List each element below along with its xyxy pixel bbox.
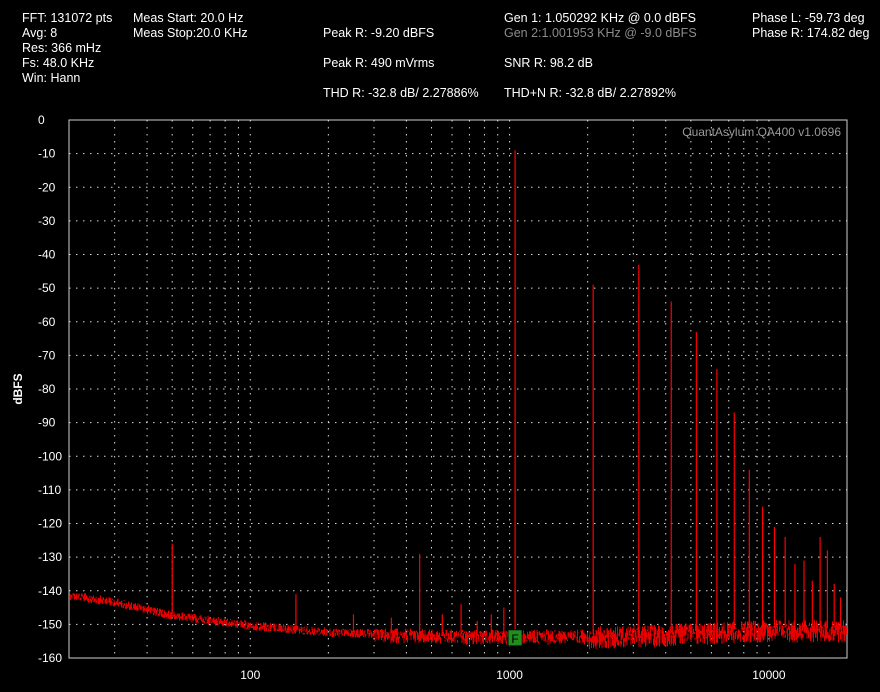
averages-readout: Avg: 8 bbox=[22, 26, 58, 40]
window-readout: Win: Hann bbox=[22, 71, 81, 85]
sample-rate-readout: Fs: 48.0 KHz bbox=[22, 56, 95, 70]
x-tick-label: 1000 bbox=[496, 668, 523, 682]
y-axis-label: dBFS bbox=[11, 373, 25, 404]
gen1-readout: Gen 1: 1.050292 KHz @ 0.0 dBFS bbox=[504, 11, 696, 25]
spectrum-trace bbox=[69, 150, 847, 650]
x-tick-label: 100 bbox=[240, 668, 260, 682]
y-tick-label: -90 bbox=[38, 416, 56, 430]
brand-watermark: QuantAsylum QA400 v1.0696 bbox=[682, 125, 841, 139]
marker-layer[interactable]: F bbox=[507, 629, 523, 647]
y-tick-label: -140 bbox=[38, 584, 62, 598]
peak-dbfs-readout: Peak R: -9.20 dBFS bbox=[323, 26, 435, 40]
peak-mvrms-readout: Peak R: 490 mVrms bbox=[323, 56, 435, 70]
y-tick-label: -10 bbox=[38, 147, 56, 161]
fundamental-marker-label: F bbox=[511, 632, 518, 646]
y-tick-label: -110 bbox=[38, 483, 61, 497]
meas-stop-readout: Meas Stop:20.0 KHz bbox=[133, 26, 248, 40]
fundamental-marker[interactable] bbox=[507, 629, 523, 647]
y-tick-label: -100 bbox=[38, 449, 62, 463]
y-tick-label: -20 bbox=[38, 180, 56, 194]
thdn-readout: THD+N R: -32.8 dB/ 2.27892% bbox=[504, 86, 676, 100]
x-tick-labels: 100 1000 10000 bbox=[240, 668, 786, 682]
y-tick-label: -80 bbox=[38, 382, 56, 396]
y-tick-label: 0 bbox=[38, 113, 45, 127]
y-tick-label: -160 bbox=[38, 651, 62, 665]
thd-readout: THD R: -32.8 dB/ 2.27886% bbox=[323, 86, 479, 100]
phase-r-readout: Phase R: 174.82 deg bbox=[752, 26, 870, 40]
gen2-readout: Gen 2:1.001953 KHz @ -9.0 dBFS bbox=[504, 26, 697, 40]
y-tick-label: -120 bbox=[38, 517, 62, 531]
y-tick-label: -50 bbox=[38, 281, 56, 295]
y-tick-label: -130 bbox=[38, 550, 62, 564]
y-tick-label: -40 bbox=[38, 248, 56, 262]
grid-lines bbox=[68, 119, 848, 659]
phase-l-readout: Phase L: -59.73 deg bbox=[752, 11, 865, 25]
y-tick-labels: 0 -10 -20 -30 -40 -50 -60 -70 -80 -90 -100 -110 -120… bbox=[38, 113, 62, 665]
y-tick-label: -150 bbox=[38, 617, 62, 631]
snr-readout: SNR R: 98.2 dB bbox=[504, 56, 593, 70]
y-tick-label: -70 bbox=[38, 348, 56, 362]
resolution-readout: Res: 366 mHz bbox=[22, 41, 102, 55]
y-tick-label: -30 bbox=[38, 214, 56, 228]
meas-start-readout: Meas Start: 20.0 Hz bbox=[133, 11, 244, 25]
y-tick-label: -60 bbox=[38, 315, 56, 329]
noise-floor bbox=[69, 593, 847, 650]
fft-size-readout: FFT: 131072 pts bbox=[22, 11, 113, 25]
plot-frame bbox=[68, 119, 848, 659]
x-tick-label: 10000 bbox=[752, 668, 786, 682]
